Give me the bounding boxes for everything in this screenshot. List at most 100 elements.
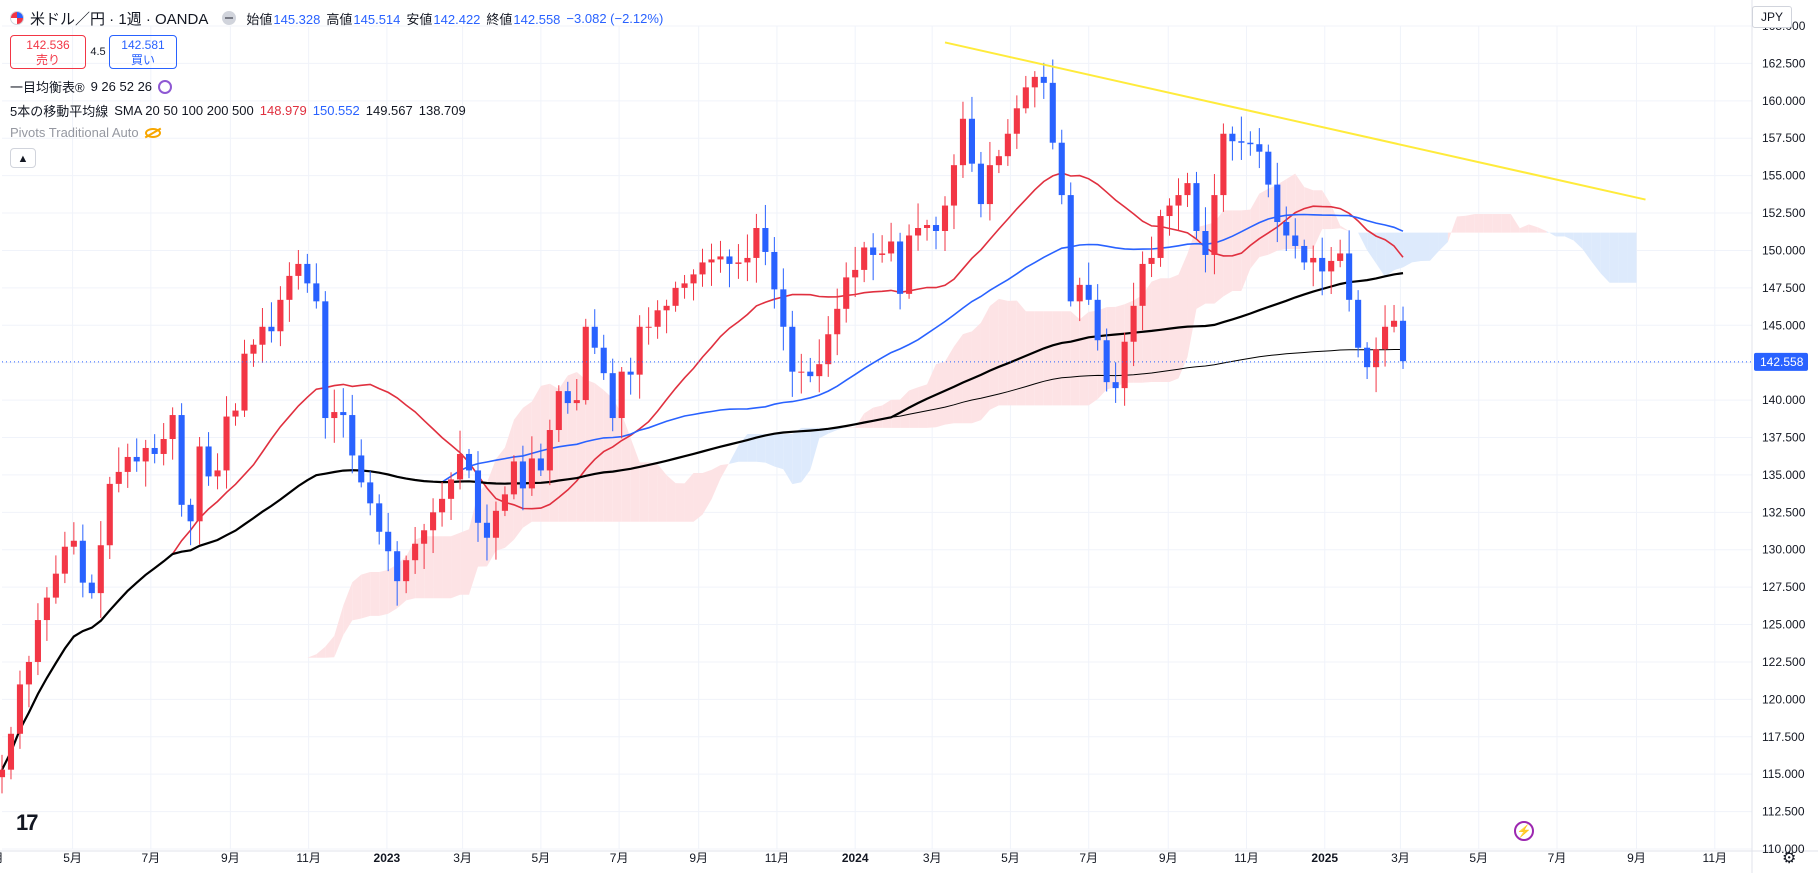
candle	[70, 522, 77, 555]
candle-body	[456, 453, 464, 480]
candle	[160, 423, 167, 466]
candle	[277, 286, 284, 347]
candle	[1229, 126, 1236, 161]
time-tick-label: 9月	[689, 851, 708, 865]
symbol-title[interactable]: 米ドル／円 · 1週 · OANDA	[30, 10, 209, 28]
candle-body	[977, 163, 984, 205]
candle	[142, 439, 149, 487]
candle	[268, 302, 275, 343]
sell-button[interactable]: 142.536 売り	[10, 35, 86, 69]
candle	[259, 308, 266, 363]
time-tick-label: 2025	[1311, 851, 1338, 865]
candle-body	[1049, 82, 1056, 143]
kumo-segment	[442, 536, 452, 599]
candle-body	[861, 247, 868, 270]
indicator-ichimoku[interactable]: 一目均衡表® 9 26 52 26	[10, 77, 178, 96]
candle	[97, 521, 104, 618]
price-tick-label: 122.500	[1762, 655, 1806, 669]
kumo-segment	[1016, 300, 1026, 406]
candle-body	[223, 416, 230, 471]
hidden-eye-icon[interactable]	[144, 127, 161, 138]
candle	[1076, 277, 1083, 322]
candle	[79, 524, 86, 598]
candle-body	[1184, 183, 1191, 196]
kumo-segment	[980, 306, 990, 421]
price-tick-label: 145.000	[1762, 318, 1806, 332]
last-price-badge	[1754, 352, 1808, 371]
candle-body	[1058, 142, 1065, 196]
kumo-segment	[936, 361, 945, 428]
candle	[1040, 62, 1047, 99]
candle-body	[313, 283, 320, 302]
kumo-segment	[1465, 214, 1475, 233]
candle	[609, 358, 616, 432]
ma-value-50: 150.552	[312, 103, 360, 118]
market-status-icon[interactable]	[222, 11, 237, 25]
candle	[888, 222, 895, 262]
time-tick-label: 7月	[610, 851, 629, 865]
candle-body	[178, 415, 185, 505]
candle	[1148, 236, 1155, 278]
kumo-segment	[603, 390, 613, 522]
candle-body	[286, 275, 293, 300]
kumo-segment	[460, 529, 470, 595]
currency-badge[interactable]: JPY	[1752, 6, 1792, 28]
candle	[843, 262, 850, 323]
candle	[124, 443, 131, 488]
candle	[106, 476, 113, 560]
price-change: −3.082 (−2.12%)	[566, 10, 664, 26]
candle-body	[923, 225, 931, 229]
candle-body	[519, 461, 526, 489]
candle	[223, 396, 230, 489]
candle	[1211, 174, 1218, 275]
candle-body	[1076, 284, 1083, 302]
candle	[492, 501, 500, 560]
candle	[474, 451, 482, 542]
candle-body	[582, 326, 589, 401]
kumo-segment	[1591, 232, 1601, 274]
candle-body	[735, 262, 742, 264]
time-tick-label: 7月	[1079, 851, 1098, 865]
candle-body	[25, 661, 32, 685]
buy-button[interactable]: 142.581 買い	[109, 35, 177, 69]
candle	[1319, 237, 1326, 296]
candle-body	[394, 551, 401, 582]
candle	[295, 249, 302, 290]
candle	[34, 603, 41, 676]
kumo-segment	[1447, 216, 1457, 242]
kumo-segment	[1573, 232, 1583, 250]
candle-body	[151, 447, 158, 454]
candle	[1112, 362, 1119, 403]
candle	[906, 224, 913, 299]
candle-body	[61, 546, 68, 574]
candle	[1301, 239, 1308, 270]
candle	[897, 232, 904, 310]
tradingview-logo[interactable]: 17	[16, 810, 39, 835]
candle-body	[16, 684, 24, 734]
kumo-segment	[379, 569, 389, 616]
lightning-icon[interactable]: ⚡	[1514, 821, 1534, 841]
time-tick-label: 5月	[1001, 851, 1020, 865]
indicator-pivots[interactable]: Pivots Traditional Auto	[10, 125, 167, 140]
candle	[358, 439, 365, 488]
indicator-moving-averages[interactable]: 5本の移動平均線 SMA 20 50 100 200 500 148.979 1…	[10, 101, 472, 120]
kumo-segment	[262, 698, 272, 725]
candle-body	[1346, 253, 1353, 300]
price-tick-label: 157.500	[1762, 131, 1806, 145]
kumo-segment	[720, 462, 730, 479]
kumo-segment	[953, 334, 963, 424]
collapse-legend-button[interactable]: ▲	[10, 148, 36, 168]
candle-body	[1175, 195, 1182, 206]
candle	[834, 288, 841, 356]
kumo-segment	[684, 473, 694, 522]
kumo-segment	[1349, 231, 1359, 233]
candle-body	[124, 456, 131, 472]
time-tick-label: 11月	[1234, 851, 1258, 865]
time-tick-label: 5月	[532, 851, 551, 865]
moving-averages	[1, 172, 1404, 771]
gear-icon[interactable]: ⚙	[1782, 850, 1797, 867]
time-tick-label: 7月	[141, 851, 160, 865]
kumo-segment	[451, 532, 461, 599]
candle	[519, 445, 526, 511]
